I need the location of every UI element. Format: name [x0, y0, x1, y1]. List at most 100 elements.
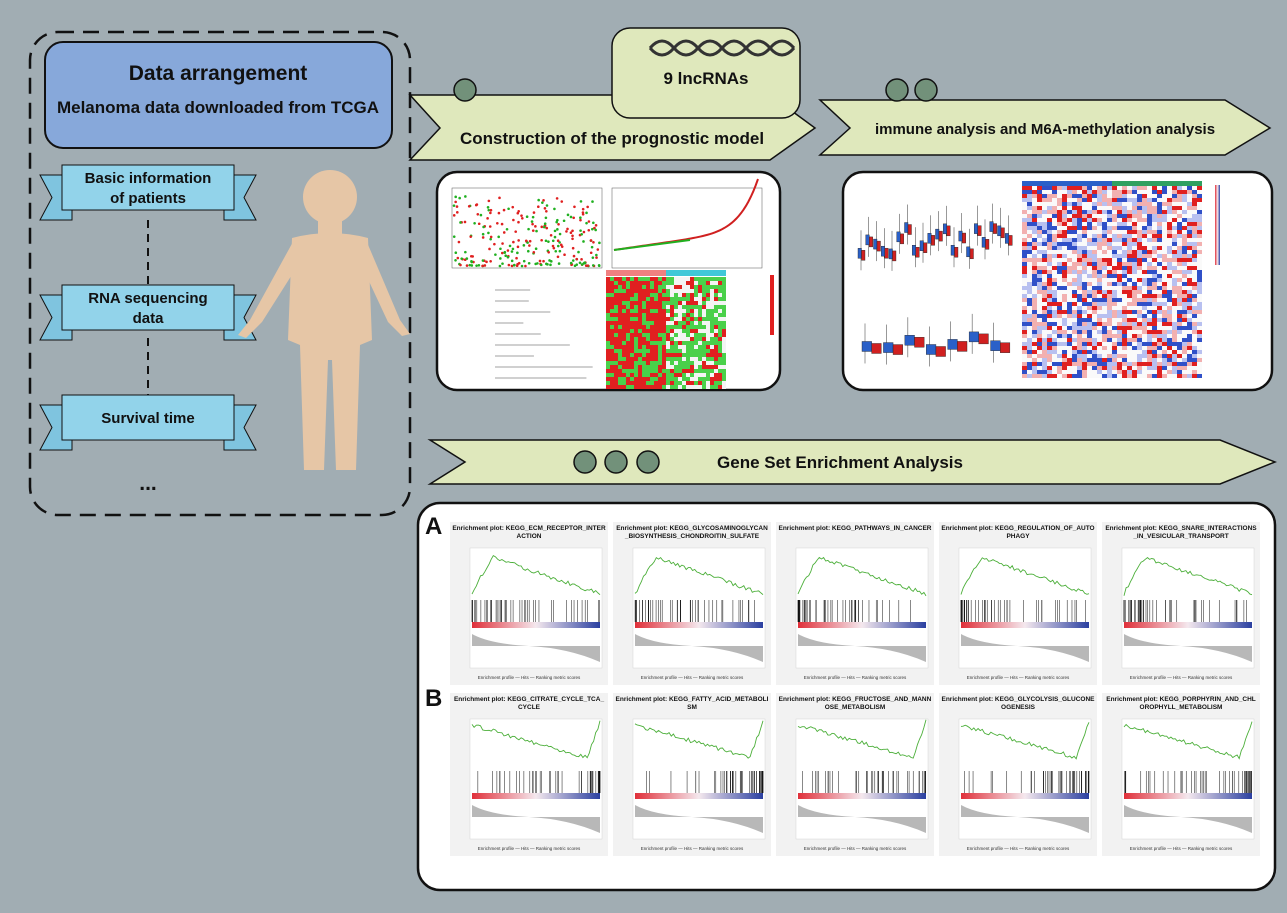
cell	[1182, 358, 1187, 362]
dot	[531, 229, 535, 232]
cell	[1112, 358, 1117, 362]
cell	[1072, 366, 1077, 370]
cell	[1082, 334, 1087, 338]
cell	[1047, 342, 1052, 346]
dot	[531, 215, 535, 219]
cell	[1102, 350, 1107, 354]
cell	[1032, 262, 1037, 266]
cell	[634, 313, 638, 317]
box	[912, 245, 916, 256]
cell	[1047, 358, 1052, 362]
cell	[666, 345, 670, 349]
cell	[1157, 346, 1162, 350]
cell	[642, 317, 646, 321]
cell	[1037, 250, 1042, 254]
cell	[1172, 350, 1177, 354]
cell	[1142, 302, 1147, 306]
cell	[630, 305, 634, 309]
cell	[1102, 370, 1107, 374]
cell	[1132, 366, 1137, 370]
cell	[654, 301, 658, 305]
cell	[694, 297, 698, 301]
cell	[1127, 306, 1132, 310]
cell	[1097, 302, 1102, 306]
cell	[1057, 338, 1062, 342]
cell	[674, 329, 678, 333]
cell	[690, 349, 694, 353]
cell	[1177, 318, 1182, 322]
cell	[1172, 206, 1177, 210]
cell	[1142, 290, 1147, 294]
box	[978, 333, 989, 345]
cell	[1027, 334, 1032, 338]
cell	[1077, 234, 1082, 238]
dot	[558, 249, 562, 253]
cell	[1022, 238, 1027, 242]
cell	[1172, 262, 1177, 266]
cell	[1172, 346, 1177, 350]
cell	[630, 301, 634, 305]
cell	[658, 301, 662, 305]
cell	[630, 313, 634, 317]
cell	[686, 329, 690, 333]
box	[876, 240, 881, 252]
cell	[1057, 198, 1062, 202]
cell	[702, 345, 706, 349]
cell	[1097, 354, 1102, 358]
dot	[454, 195, 457, 199]
cell	[1027, 298, 1032, 302]
cell	[1072, 362, 1077, 366]
cell	[626, 333, 630, 337]
bar	[1112, 181, 1202, 186]
dot	[579, 218, 582, 222]
cell	[1122, 230, 1127, 234]
cell	[678, 345, 682, 349]
cell	[1157, 274, 1162, 278]
cell	[1182, 366, 1187, 370]
dot	[553, 229, 557, 233]
cell	[670, 377, 674, 381]
cell	[718, 369, 722, 373]
cell	[674, 385, 678, 389]
cell	[678, 377, 682, 381]
cell	[1092, 374, 1097, 378]
cell	[1117, 242, 1122, 246]
cell	[1082, 306, 1087, 310]
cell	[1137, 262, 1142, 266]
cell	[1137, 226, 1142, 230]
cell	[1102, 318, 1107, 322]
cell	[662, 285, 666, 289]
cell	[1027, 218, 1032, 222]
cell	[1082, 290, 1087, 294]
cell	[710, 289, 714, 293]
cell	[1122, 242, 1127, 246]
cell	[1057, 274, 1062, 278]
cell	[1117, 238, 1122, 242]
cell	[1147, 198, 1152, 202]
cell	[1157, 258, 1162, 262]
cell	[1077, 286, 1082, 290]
cell	[1167, 210, 1172, 214]
cell	[1122, 282, 1127, 286]
cell	[1087, 290, 1092, 294]
cell	[1072, 350, 1077, 354]
cell	[1187, 254, 1192, 258]
cell	[662, 369, 666, 373]
cell	[1162, 262, 1167, 266]
dot	[481, 259, 485, 262]
plot-title: Enrichment plot: KEGG_GLYCOSAMINOGLYCAN_…	[616, 525, 768, 540]
cell	[1177, 290, 1182, 294]
cell	[1027, 274, 1032, 278]
cell	[1132, 358, 1137, 362]
cell	[714, 297, 718, 301]
cell	[1037, 298, 1042, 302]
cell	[1027, 198, 1032, 202]
cell	[1097, 338, 1102, 342]
cell	[646, 297, 650, 301]
cell	[718, 361, 722, 365]
cell	[698, 329, 702, 333]
cell	[1132, 246, 1137, 250]
cell	[1182, 302, 1187, 306]
cell	[1152, 314, 1157, 318]
box	[947, 339, 958, 350]
